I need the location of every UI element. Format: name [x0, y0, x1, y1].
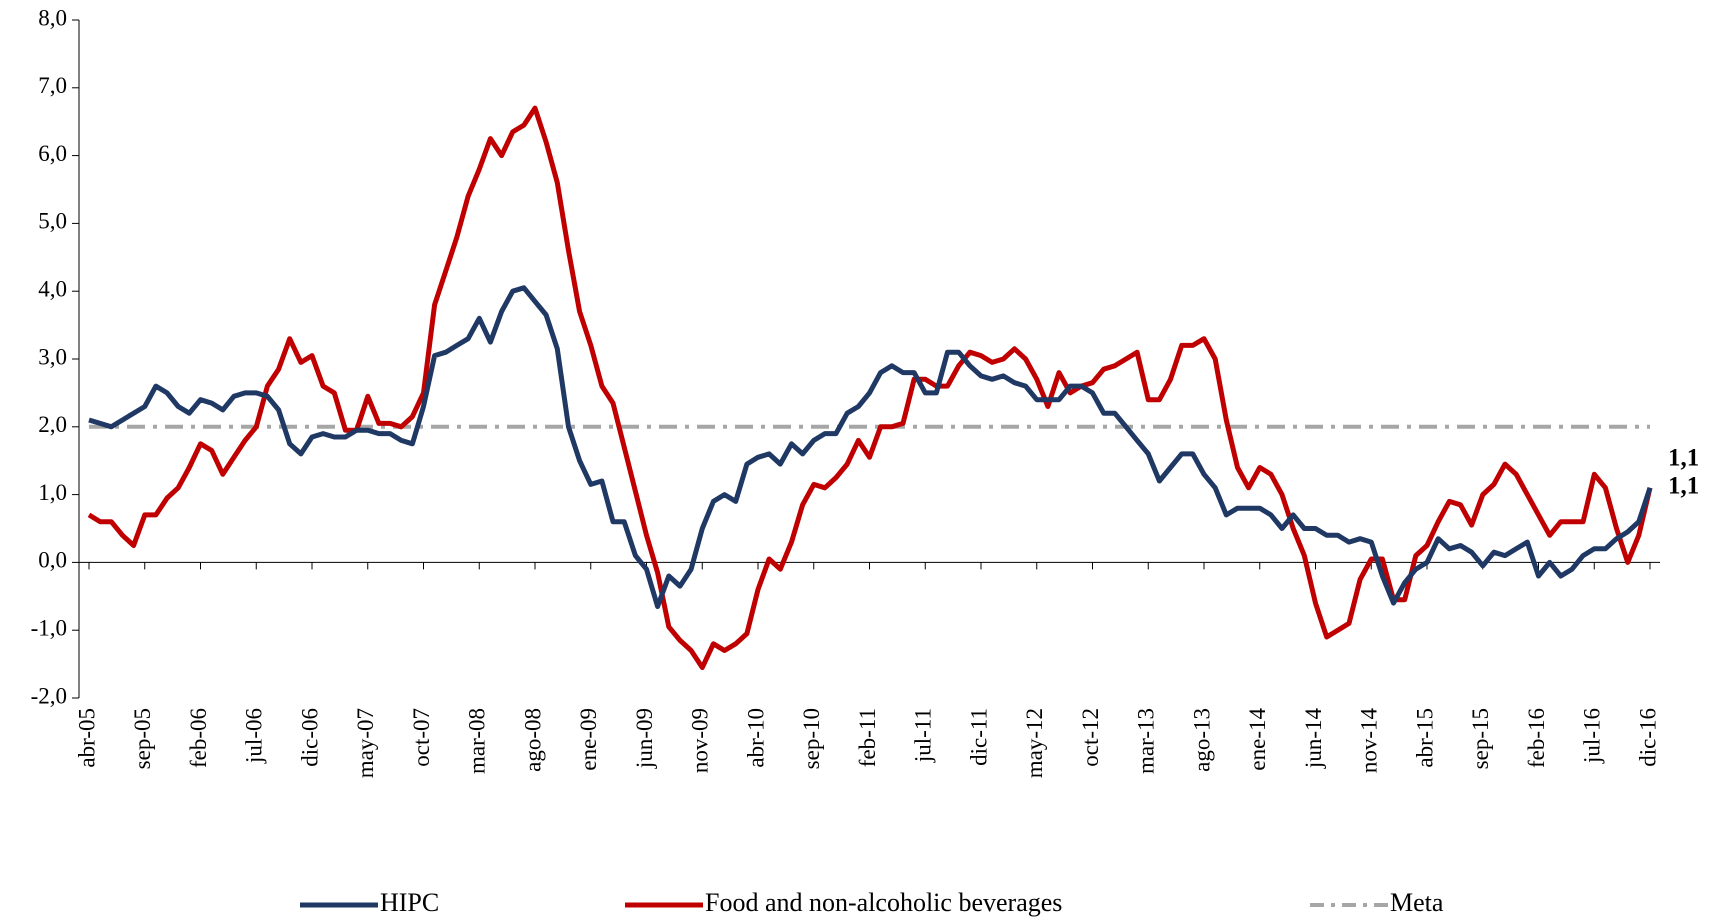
x-tick-label: jul-11: [911, 708, 936, 763]
x-tick-label: jun-14: [1301, 708, 1326, 770]
x-tick-label: feb-06: [186, 708, 211, 768]
x-tick-label: oct-12: [1078, 708, 1103, 767]
y-tick-label: -2,0: [31, 683, 67, 708]
x-tick-label: sep-15: [1468, 708, 1493, 769]
y-tick-label: 0,0: [38, 548, 67, 573]
x-tick-label: nov-09: [688, 708, 713, 773]
series-line: [87, 105, 1653, 670]
legend-label: Meta: [1390, 888, 1444, 917]
x-tick-label: dic-16: [1635, 708, 1660, 767]
legend-label: HIPC: [380, 888, 439, 917]
y-tick-label: -1,0: [31, 615, 67, 640]
end-label: 1,1: [1668, 473, 1699, 500]
y-tick-label: 2,0: [38, 412, 67, 437]
x-tick-label: ene-09: [576, 708, 601, 771]
x-tick-label: may-12: [1022, 708, 1047, 778]
y-tick-label: 8,0: [38, 5, 67, 30]
y-tick-label: 1,0: [38, 480, 67, 505]
x-tick-label: mar-13: [1134, 708, 1159, 774]
y-tick-label: 5,0: [38, 209, 67, 234]
x-tick-label: abr-15: [1412, 708, 1437, 768]
y-tick-label: 4,0: [38, 276, 67, 301]
x-tick-label: abr-10: [743, 708, 768, 768]
y-tick-label: 7,0: [38, 73, 67, 98]
x-tick-label: ago-08: [520, 708, 545, 772]
x-tick-label: abr-05: [74, 708, 99, 768]
x-tick-label: feb-16: [1524, 708, 1549, 768]
series-line: [88, 285, 1653, 609]
x-tick-label: dic-06: [297, 708, 322, 767]
x-tick-label: jul-06: [242, 708, 267, 764]
legend-label: Food and non-alcoholic beverages: [705, 888, 1062, 917]
x-tick-label: may-07: [353, 708, 378, 778]
y-tick-label: 3,0: [38, 344, 67, 369]
x-tick-label: feb-11: [855, 708, 880, 767]
x-tick-label: jul-16: [1580, 708, 1605, 764]
end-label: 1,1: [1668, 445, 1699, 472]
x-tick-label: jun-09: [632, 708, 657, 769]
x-tick-label: nov-14: [1357, 708, 1382, 774]
y-tick-label: 6,0: [38, 141, 67, 166]
x-tick-label: dic-11: [966, 708, 991, 766]
x-tick-label: sep-05: [130, 708, 155, 769]
x-tick-label: ene-14: [1245, 708, 1270, 771]
x-tick-label: ago-13: [1189, 708, 1214, 772]
x-tick-label: mar-08: [465, 708, 490, 774]
x-tick-label: sep-10: [799, 708, 824, 769]
x-tick-label: oct-07: [409, 708, 434, 767]
